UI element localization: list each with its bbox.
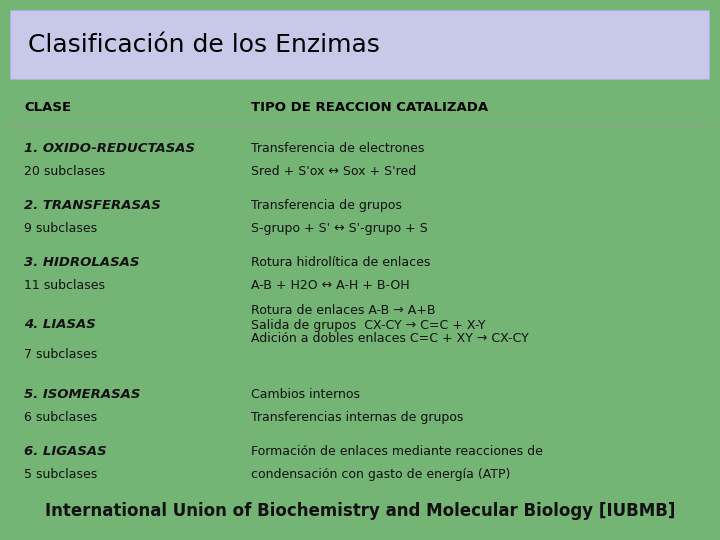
- Text: Transferencia de grupos: Transferencia de grupos: [251, 199, 402, 212]
- Text: 5 subclases: 5 subclases: [24, 468, 97, 481]
- Text: Formación de enlaces mediante reacciones de: Formación de enlaces mediante reacciones…: [251, 446, 544, 458]
- Text: 3. HIDROLASAS: 3. HIDROLASAS: [24, 256, 140, 269]
- Text: 6 subclases: 6 subclases: [24, 411, 97, 424]
- Text: International Union of Biochemistry and Molecular Biology [IUBMB]: International Union of Biochemistry and …: [45, 502, 675, 520]
- Text: A-B + H2O ↔ A-H + B-OH: A-B + H2O ↔ A-H + B-OH: [251, 279, 410, 292]
- Text: CLASE: CLASE: [24, 101, 71, 114]
- FancyBboxPatch shape: [10, 10, 710, 80]
- Text: 4. LIASAS: 4. LIASAS: [24, 319, 96, 332]
- Text: 6. LIGASAS: 6. LIGASAS: [24, 446, 107, 458]
- Text: Transferencia de electrones: Transferencia de electrones: [251, 143, 425, 156]
- Text: 20 subclases: 20 subclases: [24, 165, 105, 178]
- Text: TIPO DE REACCION CATALIZADA: TIPO DE REACCION CATALIZADA: [251, 101, 489, 114]
- Text: Transferencias internas de grupos: Transferencias internas de grupos: [251, 411, 464, 424]
- Text: 5. ISOMERASAS: 5. ISOMERASAS: [24, 388, 140, 401]
- Text: 11 subclases: 11 subclases: [24, 279, 105, 292]
- Text: Salida de grupos  CX-CY → C=C + X-Y: Salida de grupos CX-CY → C=C + X-Y: [251, 319, 486, 332]
- Text: S-grupo + S' ↔ S'-grupo + S: S-grupo + S' ↔ S'-grupo + S: [251, 222, 428, 235]
- Text: Cambios internos: Cambios internos: [251, 388, 361, 401]
- Text: Adición a dobles enlaces C=C + XY → CX-CY: Adición a dobles enlaces C=C + XY → CX-C…: [251, 333, 529, 346]
- Text: 1. OXIDO-REDUCTASAS: 1. OXIDO-REDUCTASAS: [24, 143, 195, 156]
- Text: 2. TRANSFERASAS: 2. TRANSFERASAS: [24, 199, 161, 212]
- Text: Rotura de enlaces A-B → A+B: Rotura de enlaces A-B → A+B: [251, 305, 436, 318]
- Text: Sred + S'ox ↔ Sox + S'red: Sred + S'ox ↔ Sox + S'red: [251, 165, 417, 178]
- Text: condensación con gasto de energía (ATP): condensación con gasto de energía (ATP): [251, 468, 511, 481]
- Text: 7 subclases: 7 subclases: [24, 348, 97, 361]
- Text: Rotura hidrolítica de enlaces: Rotura hidrolítica de enlaces: [251, 256, 431, 269]
- Text: 9 subclases: 9 subclases: [24, 222, 97, 235]
- Text: Clasificación de los Enzimas: Clasificación de los Enzimas: [27, 33, 379, 57]
